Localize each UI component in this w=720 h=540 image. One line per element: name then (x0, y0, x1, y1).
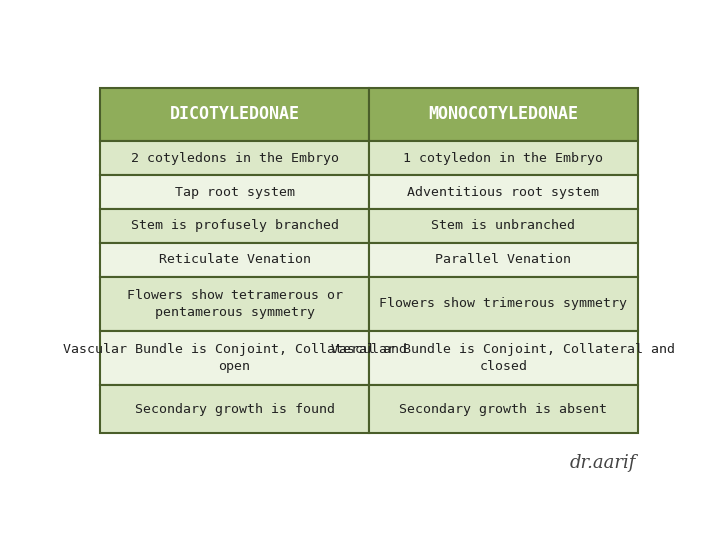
Bar (369, 243, 638, 277)
Text: Tap root system: Tap root system (174, 186, 294, 199)
Bar (100, 277, 369, 331)
Bar (100, 141, 369, 175)
Text: Vascular Bundle is Conjoint, Collateral and
open: Vascular Bundle is Conjoint, Collateral … (63, 343, 407, 373)
Text: Adventitious root system: Adventitious root system (408, 186, 600, 199)
Text: MONOCOTYLEDONAE: MONOCOTYLEDONAE (428, 105, 578, 124)
Text: DICOTYLEDONAE: DICOTYLEDONAE (169, 105, 300, 124)
Bar (369, 331, 638, 386)
Bar (369, 209, 638, 243)
Text: dr.aarif: dr.aarif (570, 454, 636, 472)
Text: Vascular Bundle is Conjoint, Collateral and
closed: Vascular Bundle is Conjoint, Collateral … (331, 343, 675, 373)
Text: Parallel Venation: Parallel Venation (436, 253, 572, 266)
Text: Flowers show trimerous symmetry: Flowers show trimerous symmetry (379, 298, 627, 310)
Text: 2 cotyledons in the Embryo: 2 cotyledons in the Embryo (130, 152, 338, 165)
Text: Flowers show tetramerous or
pentamerous symmetry: Flowers show tetramerous or pentamerous … (127, 289, 343, 319)
Bar (100, 87, 369, 141)
Bar (100, 209, 369, 243)
Text: Secondary growth is absent: Secondary growth is absent (400, 402, 608, 416)
Bar (100, 243, 369, 277)
Text: 1 cotyledon in the Embryo: 1 cotyledon in the Embryo (403, 152, 603, 165)
Bar (100, 175, 369, 209)
Bar (100, 331, 369, 386)
Bar (369, 277, 638, 331)
Bar (369, 141, 638, 175)
Text: Secondary growth is found: Secondary growth is found (135, 402, 335, 416)
Bar (369, 175, 638, 209)
Text: Stem is unbranched: Stem is unbranched (431, 219, 575, 232)
Bar (100, 386, 369, 433)
Text: Stem is profusely branched: Stem is profusely branched (130, 219, 338, 232)
Bar (369, 87, 638, 141)
Text: Reticulate Venation: Reticulate Venation (158, 253, 310, 266)
Bar (369, 386, 638, 433)
